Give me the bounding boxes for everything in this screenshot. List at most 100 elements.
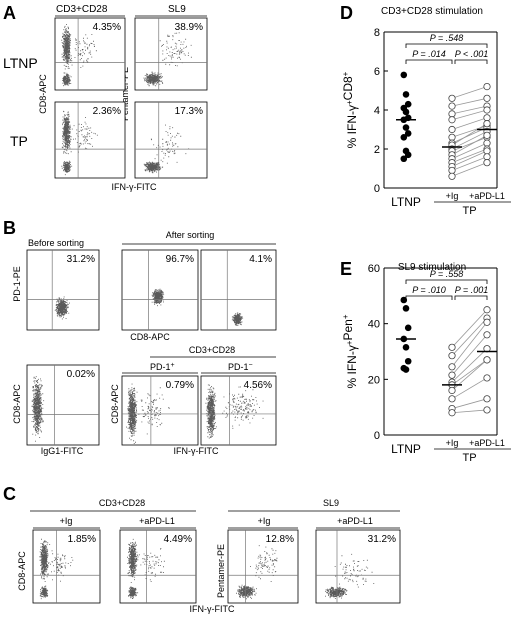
flow-plot-a-ltnp-cd3: 4.35% (54, 17, 126, 91)
y-tick-label: 6 (374, 66, 380, 78)
pair-line (451, 97, 488, 107)
x-category-ig: +Ig (446, 438, 459, 448)
pair-line (451, 359, 488, 386)
apdl1-point (483, 331, 491, 339)
plot-frame (26, 249, 100, 331)
apdl1-point (483, 114, 491, 122)
panel-c-sub-apdl1-right: +aPD-L1 (337, 516, 373, 526)
ltnp-point (402, 344, 410, 351)
flow-plot-b-pd1-pos: 0.79% (121, 375, 199, 446)
panel-e-letter: E (340, 259, 352, 279)
flow-plot-a-ltnp-sl9: 38.9% (134, 17, 208, 91)
y-tick-label: 0 (374, 430, 380, 442)
pair-line (451, 156, 488, 171)
panel-d-title: CD3+CD28 stimulation (381, 6, 483, 17)
gate-percent: 4.35% (93, 22, 121, 33)
pair-line (451, 109, 488, 121)
event-dots (143, 32, 192, 87)
apdl1-point (483, 83, 491, 91)
x-category-ltnp: LTNP (391, 195, 421, 209)
event-dots (143, 124, 190, 174)
gate-percent: 0.79% (166, 380, 194, 391)
gate-percent: 4.56% (244, 380, 272, 391)
pair-line (451, 142, 488, 160)
event-dots (127, 538, 168, 599)
ig-point (448, 172, 456, 180)
y-axis-label: % IFN-γ+CD8+ (341, 71, 359, 148)
ig-point (448, 125, 456, 134)
pair-line (451, 348, 488, 383)
ltnp-point (400, 134, 408, 141)
pair-line (451, 398, 488, 409)
panel-a-letter: A (3, 3, 16, 23)
ig-point (448, 116, 456, 124)
ltnp-point (404, 357, 412, 365)
y-axis-label-part: % IFN-γ (345, 345, 359, 388)
panel-c-sub-ig-right: +Ig (258, 516, 271, 526)
pvalue-ltnp-apdl1: P = .548 (430, 33, 463, 43)
bracket-ltnp-ig (405, 295, 453, 300)
flow-plot-b-before: 31.2% (26, 249, 100, 331)
apdl1-point (483, 147, 491, 155)
panel-d-letter: D (340, 3, 353, 23)
pair-line (451, 105, 488, 115)
bracket-ig-apdl1 (454, 59, 488, 64)
bracket-ltnp-ig (405, 59, 453, 64)
pair-line (451, 150, 488, 167)
pvalue-ltnp-ig: P = .014 (412, 49, 445, 59)
gate-percent: 2.36% (93, 106, 121, 117)
flow-plot-b-igg1: 0.02% (26, 364, 100, 446)
panel-b-xlabel-ifn: IFN-γ-FITC (174, 446, 219, 456)
panel-b-pd1-neg: PD-1− (228, 362, 253, 372)
panel-b-ylabel-cd8-left: CD8-APC (12, 384, 22, 424)
flow-plot-c-sl9-ig: 12.8% (227, 529, 299, 604)
y-axis-label-part: % IFN-γ (345, 105, 359, 148)
apdl1-point (483, 106, 491, 114)
pair-line (451, 377, 488, 400)
gate-percent: 1.85% (68, 534, 96, 545)
flow-plot-c-sl9-apdl1: 31.2% (315, 529, 401, 604)
gate-percent: 12.8% (266, 534, 294, 545)
y-axis-label-part: CD8 (341, 76, 355, 100)
event-dots (236, 540, 278, 600)
y-tick-label: 40 (368, 319, 380, 331)
pair-line (451, 309, 488, 348)
ig-point (448, 409, 456, 417)
ig-point (448, 102, 456, 110)
apdl1-point (483, 139, 491, 147)
panel-c-ylabel-pentamer: Pentamer-PE (216, 544, 226, 598)
panel-b-xlabel-cd8: CD8-APC (130, 332, 170, 342)
x-category-ltnp: LTNP (391, 442, 421, 456)
gate-percent: 38.9% (175, 22, 203, 33)
ig-point (448, 166, 456, 175)
x-category-ig: +Ig (446, 191, 459, 201)
event-dots (205, 384, 264, 439)
event-dots (31, 376, 45, 442)
ltnp-point (402, 91, 410, 98)
panel-c-header-sl9: SL9 (323, 498, 339, 508)
panel-c-letter: C (3, 484, 16, 504)
pvalue-ltnp-ig: P = .010 (412, 285, 445, 295)
panel-c-xlabel: IFN-γ-FITC (190, 604, 235, 614)
apdl1-point (483, 406, 491, 414)
ltnp-point (404, 324, 412, 332)
panel-a-ylabel-cd8: CD8-APC (38, 74, 48, 114)
y-tick-label: 2 (374, 144, 380, 156)
gate-percent: 31.2% (67, 254, 95, 265)
flow-plot-a-tp-cd3: 2.36% (54, 101, 126, 179)
y-axis-label-sup: + (341, 71, 350, 76)
panel-b-after-sorting: After sorting (166, 230, 215, 240)
panel-c-header-cd3cd28: CD3+CD28 (99, 498, 145, 508)
ltnp-point (400, 155, 408, 163)
pvalue-ig-apdl1: P = .001 (455, 285, 488, 295)
x-category-apdl1: +aPD-L1 (469, 191, 505, 201)
ig-point (448, 386, 456, 395)
pvalue-ig-apdl1: P < .001 (455, 49, 488, 59)
bracket-ig-apdl1 (454, 295, 488, 300)
ltnp-point (404, 151, 412, 159)
pair-line (451, 131, 488, 150)
panel-b-pd1-pos: PD-1+ (150, 362, 175, 372)
plot-frame (121, 249, 199, 331)
apdl1-point (483, 306, 491, 314)
apdl1-point (483, 120, 491, 128)
